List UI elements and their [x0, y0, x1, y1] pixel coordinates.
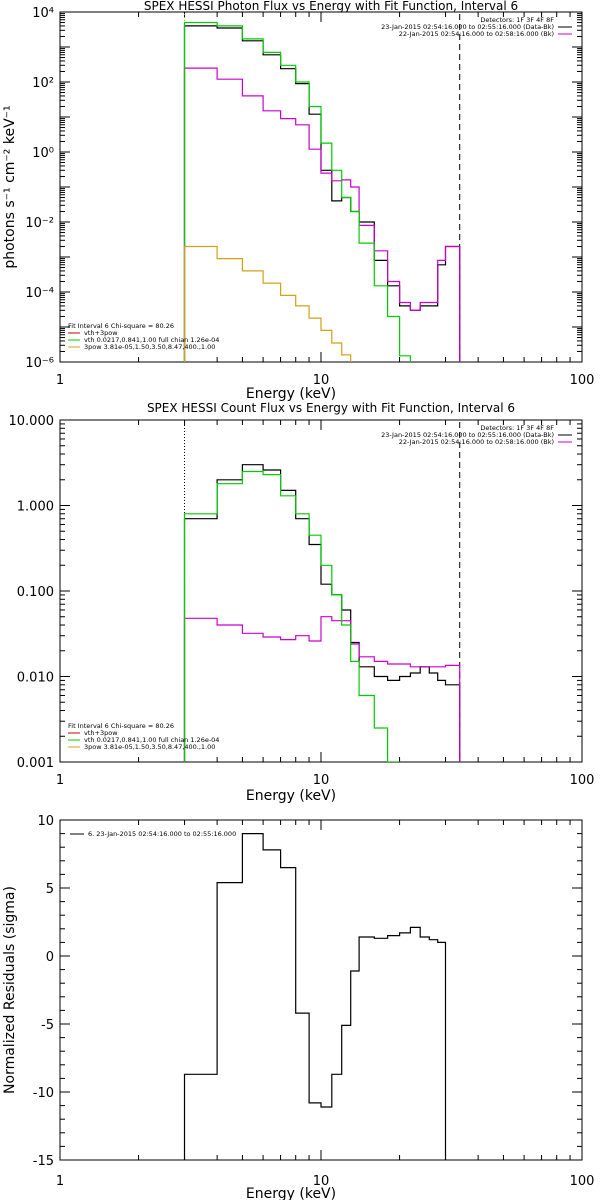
- x-tick-label: 10: [313, 773, 330, 788]
- data-series-1: [183, 464, 461, 762]
- x-tick-label: 1: [56, 1174, 64, 1189]
- x-tick-label: 100: [570, 1174, 595, 1189]
- x-axis-label: Energy (keV): [246, 1186, 336, 1200]
- y-tick-label: 10⁴: [32, 6, 54, 21]
- legend-entry-label: vth+3pow: [84, 329, 118, 337]
- data-series-2: [183, 67, 461, 362]
- y-tick-label: 0.100: [17, 585, 54, 600]
- data-series-1: [183, 25, 461, 362]
- y-tick-label: 5: [46, 882, 54, 897]
- x-tick-label: 100: [570, 773, 595, 788]
- data-series-3: [183, 21, 411, 362]
- y-tick-label: 10⁻⁶: [25, 356, 54, 371]
- legend-entry-label: vth+3pow: [84, 729, 118, 737]
- legend-entry-label: 23-Jan-2015 02:54:16.000 to 02:55:16.000…: [381, 23, 554, 31]
- legend-entry-label: vth 0.0217,0.841,1.00 full chian 1.26e-0…: [84, 736, 219, 744]
- x-tick-label: 1: [56, 373, 64, 388]
- plot-frame: [59, 11, 583, 363]
- chart-title: SPEX HESSI Count Flux vs Energy with Fit…: [147, 401, 515, 415]
- y-tick-label: -5: [41, 1018, 54, 1033]
- legend-title: Detectors: 1F 3F 4F 8F: [480, 16, 554, 24]
- legend-entry-label: vth 0.0217,0.841,1.00 full chian 1.26e-0…: [84, 336, 219, 344]
- y-tick-label: 10²: [32, 76, 54, 91]
- y-tick-label: 10⁻⁴: [25, 286, 54, 301]
- x-tick-label: 100: [570, 373, 595, 388]
- y-axis-label: photons s⁻¹ cm⁻² keV⁻¹: [2, 105, 18, 268]
- chart-panel-1: SPEX HESSI Photon Flux vs Energy with Fi…: [2, 0, 594, 402]
- data-series-1: [183, 833, 447, 1160]
- x-axis-label: Energy (keV): [246, 788, 336, 804]
- y-tick-label: 1.000: [17, 500, 54, 515]
- data-series-4: [183, 245, 352, 362]
- legend-title: Fit Interval 6 Chi-square = 80.26: [68, 722, 174, 730]
- y-tick-label: 10: [37, 814, 54, 829]
- legend-title: Fit Interval 6 Chi-square = 80.26: [68, 322, 174, 330]
- legend-entry-label: 3pow 3.81e-05,1.50,3.50,8.47,400.,1.00: [84, 343, 215, 351]
- legend-entry-label: 22-Jan-2015 02:54:16.000 to 02:58:16.000…: [399, 438, 554, 446]
- y-tick-label: 0.010: [17, 671, 54, 686]
- chart-panel-2: SPEX HESSI Count Flux vs Energy with Fit…: [9, 401, 595, 804]
- legend-entry-label: 22-Jan-2015 02:54:16.000 to 02:58:16.000…: [399, 30, 554, 38]
- y-tick-label: 0: [46, 950, 54, 965]
- legend-entry-label: 6. 23-Jan-2015 02:54:16.000 to 02:55:16.…: [88, 830, 236, 838]
- plot-frame: [59, 819, 583, 1161]
- y-tick-label: -15: [33, 1154, 54, 1169]
- legend-entry-label: 3pow 3.81e-05,1.50,3.50,8.47,400.,1.00: [84, 743, 215, 751]
- chart-title: SPEX HESSI Photon Flux vs Energy with Fi…: [144, 0, 518, 13]
- y-tick-label: -10: [33, 1086, 54, 1101]
- data-series-2: [183, 616, 461, 762]
- chart-panel-3: 1 10 100 10 5 0 -5 -10 -15 Energy (keV) Normalized…: [2, 814, 594, 1200]
- x-tick-label: 1: [56, 773, 64, 788]
- y-tick-label: 10⁻²: [25, 216, 54, 231]
- y-tick-label: 10.000: [9, 414, 55, 429]
- x-tick-label: 10: [313, 373, 330, 388]
- y-tick-label: 10⁰: [32, 146, 54, 161]
- x-tick-label: 10: [313, 1174, 330, 1189]
- legend-title: Detectors: 1F 3F 4F 8F: [480, 424, 554, 432]
- y-tick-label: 0.001: [17, 756, 54, 771]
- x-axis-label: Energy (keV): [246, 386, 336, 402]
- y-axis-label: Normalized Residuals (sigma): [2, 886, 18, 1094]
- data-series-3: [183, 470, 400, 762]
- legend-entry-label: 23-Jan-2015 02:54:16.000 to 02:55:16.000…: [381, 431, 554, 439]
- plot-frame: [59, 419, 583, 763]
